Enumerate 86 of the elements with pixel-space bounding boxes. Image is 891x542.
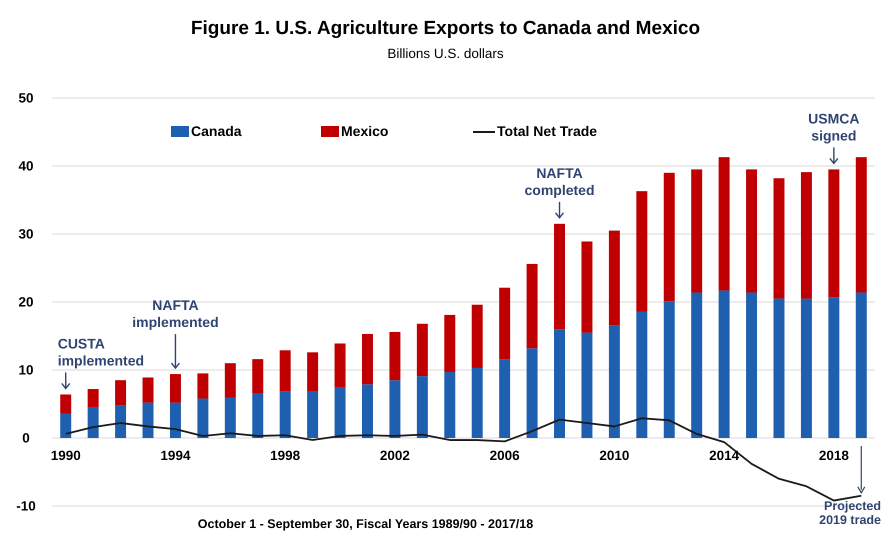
bar — [252, 359, 264, 394]
bar — [389, 332, 400, 380]
bar — [554, 224, 566, 330]
bar — [115, 380, 126, 406]
y-tick-label: 50 — [18, 90, 34, 106]
bar — [554, 329, 566, 438]
bar — [88, 407, 99, 438]
bar — [472, 368, 483, 438]
bar — [636, 191, 648, 312]
bar — [718, 157, 730, 290]
bar — [773, 298, 784, 438]
bar — [60, 394, 72, 414]
bar — [691, 292, 702, 438]
bar — [334, 343, 346, 388]
x-tick-label: 2018 — [818, 448, 850, 463]
bar — [718, 290, 730, 438]
annotation: NAFTA completed — [524, 164, 595, 198]
chart-title: Figure 1. U.S. Agriculture Exports to Canada and Mexico — [190, 18, 700, 39]
bar — [800, 298, 812, 438]
bar — [664, 172, 675, 302]
bar — [526, 264, 538, 348]
bar — [444, 314, 456, 372]
bar — [224, 363, 236, 398]
bar — [746, 169, 758, 292]
bar — [197, 398, 208, 438]
y-tick-label: 10 — [18, 362, 34, 378]
bar — [499, 288, 510, 360]
x-tick-label: 1998 — [270, 448, 301, 463]
bar — [526, 348, 538, 438]
x-tick-label: 2006 — [490, 448, 520, 463]
bar — [608, 230, 620, 326]
bar — [88, 389, 99, 408]
x-tick-label: 1994 — [160, 448, 191, 463]
bar — [197, 373, 208, 399]
annotation: Projected 2019 trade — [819, 498, 882, 527]
bar — [581, 241, 592, 333]
bar — [472, 304, 483, 368]
x-axis-title: October 1 - September 30, Fiscal Years 1989/90 - 2017/18 — [198, 517, 534, 531]
bar — [60, 414, 72, 438]
bar — [828, 297, 840, 438]
bar — [362, 384, 373, 438]
bar — [115, 405, 126, 438]
bar — [280, 350, 291, 392]
bar — [664, 301, 675, 438]
legend-label: Total Net Trade — [497, 123, 598, 139]
annotation: USMCA signed — [808, 110, 860, 144]
bar — [746, 292, 758, 438]
bar — [828, 169, 840, 298]
bar — [581, 332, 592, 438]
bar — [334, 388, 346, 438]
x-tick-label: 2010 — [599, 448, 630, 463]
x-tick-label: 1990 — [50, 448, 81, 463]
bar — [142, 402, 154, 438]
bar — [170, 374, 181, 403]
bar — [800, 172, 812, 299]
annotation: CUSTA implemented — [58, 335, 144, 368]
bar — [773, 178, 784, 299]
x-tick-label: 2002 — [380, 448, 410, 463]
chart-subtitle: Billions U.S. dollars — [387, 46, 504, 61]
y-tick-label: 0 — [22, 430, 30, 446]
y-tick-label: 20 — [18, 294, 34, 310]
y-tick-label: -10 — [16, 498, 36, 514]
bar — [224, 398, 236, 438]
y-tick-label: 30 — [18, 226, 34, 242]
bar — [691, 169, 702, 292]
bar — [307, 352, 318, 392]
bar — [608, 325, 620, 438]
bar — [499, 359, 510, 438]
x-tick-label: 2014 — [709, 448, 740, 463]
annotation: NAFTA implemented — [132, 297, 219, 330]
bar — [856, 292, 867, 438]
legend-label: Canada — [191, 123, 242, 139]
bar — [636, 312, 648, 438]
bar — [389, 380, 400, 438]
bar — [252, 394, 264, 438]
bar — [416, 324, 428, 376]
bar — [856, 157, 867, 292]
bar — [142, 377, 154, 403]
bar — [444, 372, 456, 438]
bar — [170, 402, 181, 438]
bar — [416, 376, 428, 438]
bar — [362, 334, 373, 384]
bar — [280, 391, 291, 438]
bar — [307, 392, 318, 438]
legend-label: Mexico — [341, 123, 388, 139]
y-tick-label: 40 — [18, 158, 34, 174]
